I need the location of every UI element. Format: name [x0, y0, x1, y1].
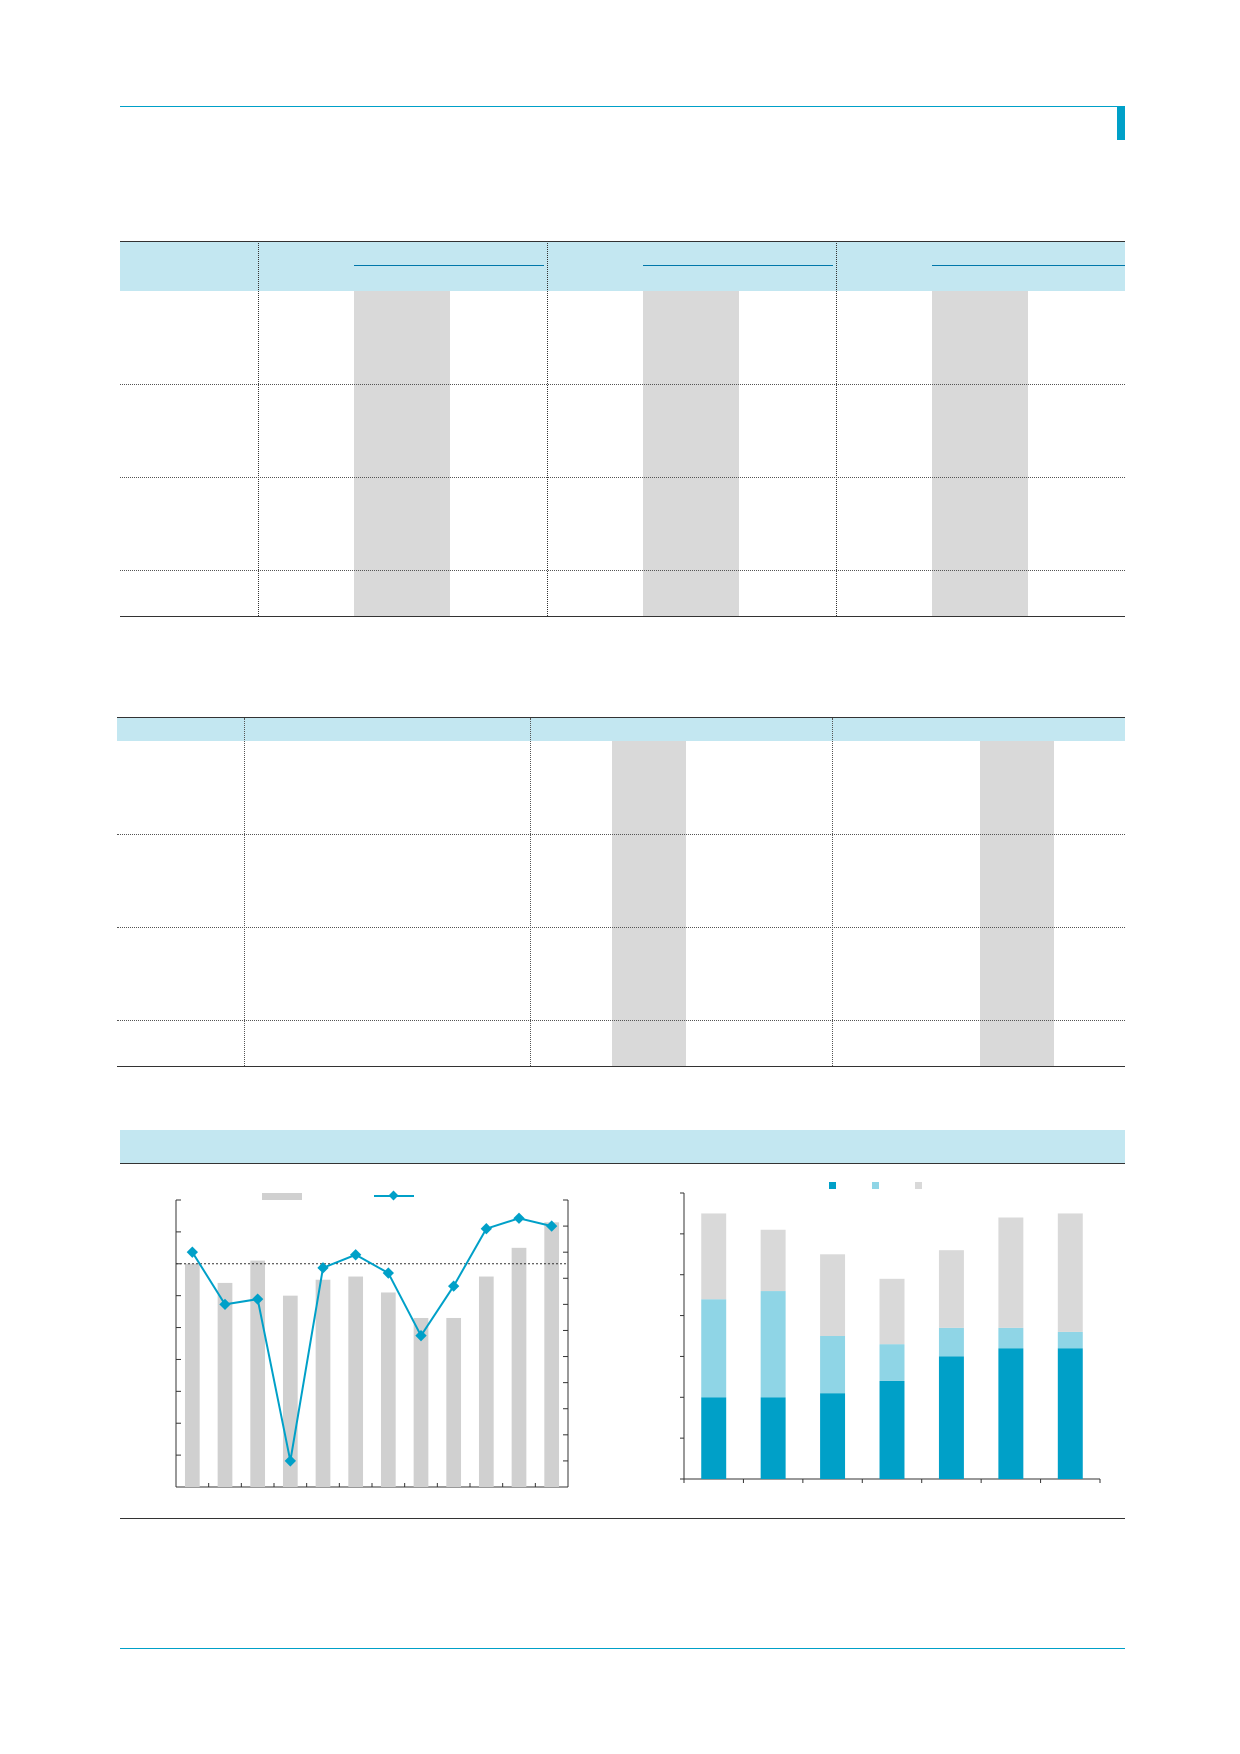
legend-line-marker	[388, 1190, 399, 1201]
line-point	[480, 1223, 492, 1235]
column-divider	[244, 718, 245, 1066]
line-point	[219, 1298, 231, 1311]
bar	[348, 1276, 364, 1487]
stacked-bar-segment	[879, 1380, 905, 1479]
stacked-bar-segment	[998, 1348, 1024, 1479]
chart-section-header	[120, 1130, 1125, 1163]
legend-bar-swatch	[262, 1193, 302, 1200]
stacked-bar-segment	[1057, 1348, 1083, 1479]
stacked-bar-segment	[820, 1393, 846, 1479]
group-1-rule	[354, 265, 544, 266]
group-2-rule	[643, 265, 833, 266]
shaded-column	[643, 291, 739, 616]
stacked-bar-segment	[701, 1299, 727, 1398]
bar	[511, 1247, 527, 1487]
row-divider	[117, 927, 1125, 928]
group-3-rule	[932, 265, 1125, 266]
table-2-top-rule	[117, 717, 1125, 718]
stacked-bar-segment	[998, 1327, 1024, 1349]
shaded-column	[932, 291, 1028, 616]
bar	[380, 1292, 396, 1487]
header-tab	[1117, 106, 1125, 140]
row-divider	[117, 834, 1125, 835]
stacked-chart-plot	[680, 1182, 1101, 1483]
stacked-bar-segment	[938, 1356, 964, 1479]
bar	[446, 1317, 462, 1487]
stacked-bar-segment	[1057, 1213, 1083, 1332]
bar	[413, 1317, 429, 1487]
table-1-bottom-rule	[120, 616, 1125, 617]
table-2-header	[117, 718, 1125, 741]
stacked-bar-segment	[938, 1250, 964, 1328]
shaded-column	[980, 741, 1054, 1066]
shaded-column	[354, 291, 450, 616]
line-point	[186, 1246, 198, 1258]
stacked-bar-segment	[1057, 1331, 1083, 1349]
stacked-bar-segment	[701, 1213, 727, 1300]
row-divider	[120, 570, 1125, 571]
stacked-bar-segment	[760, 1397, 786, 1479]
legend-swatch	[915, 1182, 922, 1189]
stacked-bar-segment	[879, 1278, 905, 1345]
legend-swatch	[829, 1182, 836, 1189]
bar	[217, 1282, 233, 1487]
stacked-bar-segment	[820, 1336, 846, 1394]
row-divider	[120, 384, 1125, 385]
bar	[544, 1222, 560, 1487]
line-point	[284, 1455, 296, 1467]
stacked-bar-segment	[760, 1291, 786, 1398]
chart-section-bottom-rule	[120, 1518, 1125, 1519]
header-rule	[120, 106, 1125, 107]
series-line	[191, 1217, 552, 1462]
table-1-top-rule	[120, 241, 1125, 242]
line-point	[546, 1220, 558, 1232]
shaded-column	[612, 741, 686, 1066]
stacked-bar-segment	[938, 1327, 964, 1357]
line-point	[317, 1262, 329, 1274]
column-divider	[258, 241, 259, 616]
stacked-bar-segment	[701, 1397, 727, 1479]
combo-chart-plot	[175, 1190, 569, 1488]
column-divider	[547, 241, 548, 616]
bar	[478, 1276, 494, 1487]
line-point	[350, 1249, 362, 1261]
bar	[184, 1263, 200, 1487]
footer-rule	[120, 1648, 1125, 1649]
column-divider	[836, 241, 837, 616]
line-point	[448, 1280, 460, 1292]
table-1-header	[120, 241, 1125, 291]
row-divider	[117, 1020, 1125, 1021]
chart-section-top-rule	[120, 1163, 1125, 1164]
legend-swatch	[872, 1182, 879, 1189]
stacked-bar-segment	[820, 1254, 846, 1336]
column-divider	[832, 718, 833, 1066]
stacked-bar-segment	[998, 1217, 1024, 1328]
column-divider	[530, 718, 531, 1066]
line-point	[513, 1212, 525, 1224]
stacked-bar-segment	[879, 1344, 905, 1381]
line-point	[415, 1330, 427, 1342]
line-point	[382, 1267, 394, 1279]
table-2-bottom-rule	[117, 1066, 1125, 1067]
row-divider	[120, 477, 1125, 478]
stacked-bar-segment	[760, 1229, 786, 1292]
bar	[315, 1279, 331, 1487]
